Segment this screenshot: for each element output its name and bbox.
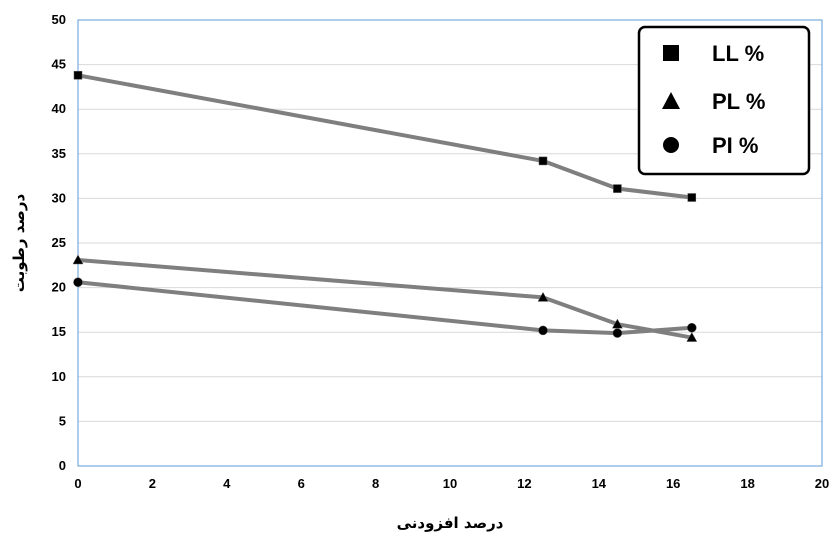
x-tick-label-4: 8 (372, 476, 379, 491)
legend-marker-square (663, 45, 679, 61)
x-tick-label-2: 4 (223, 476, 231, 491)
legend-label-2: PI % (712, 133, 758, 158)
data-point-s2-0 (73, 277, 83, 287)
y-tick-label-4: 20 (52, 280, 66, 295)
x-tick-label-3: 6 (298, 476, 305, 491)
series-line-0 (76, 73, 694, 200)
legend-marker-triangle (662, 92, 680, 109)
y-axis-title: درصد رطوبت (10, 194, 28, 293)
y-tick-label-3: 15 (52, 324, 66, 339)
x-tick-label-7: 14 (592, 476, 607, 491)
y-tick-label-7: 35 (52, 146, 66, 161)
data-point-s2-3 (687, 322, 697, 333)
data-point-s1-3 (686, 332, 698, 342)
x-tick-label-10: 20 (815, 476, 829, 491)
data-point-s1-1 (537, 291, 549, 302)
series-line-1 (76, 257, 694, 340)
x-tick-label-0: 0 (74, 476, 81, 491)
y-tick-label-2: 10 (52, 369, 66, 384)
legend-marker-circle (663, 137, 679, 153)
y-tick-label-9: 45 (52, 57, 66, 72)
data-point-s0-3 (687, 193, 697, 202)
y-tick-label-10: 50 (52, 12, 66, 27)
x-tick-label-1: 2 (149, 476, 156, 491)
x-tick-label-9: 18 (740, 476, 754, 491)
legend-label-1: PL % (712, 89, 765, 114)
legend-label-0: LL % (712, 41, 764, 66)
x-tick-label-5: 10 (443, 476, 457, 491)
data-point-s1-0 (72, 254, 84, 265)
data-point-s1-2 (611, 318, 623, 329)
y-tick-label-6: 30 (52, 190, 66, 205)
series-markers (72, 71, 698, 342)
x-tick-label-8: 16 (666, 476, 680, 491)
series-line-2 (76, 280, 694, 336)
data-point-s2-2 (612, 328, 623, 338)
data-point-s2-1 (538, 325, 548, 336)
x-axis-title: درصد افزودنی (397, 514, 504, 532)
legend: LL % PL % PI % (637, 25, 811, 176)
y-tick-label-0: 0 (59, 458, 66, 473)
data-point-s0-1 (538, 156, 548, 166)
plot-area-frame (77, 19, 823, 467)
legend-box (637, 25, 811, 176)
data-point-s0-2 (613, 184, 622, 193)
data-point-s0-0 (73, 71, 83, 80)
y-tick-label-5: 25 (52, 235, 66, 250)
y-tick-label-8: 40 (52, 101, 66, 116)
x-tick-labels: 0 2 4 6 8 10 12 14 16 18 20 (74, 476, 829, 491)
y-tick-label-1: 5 (59, 413, 66, 428)
x-tick-label-6: 12 (517, 476, 531, 491)
series-lines (76, 73, 694, 340)
y-tick-labels: 0 5 10 15 20 25 30 35 40 45 50 (52, 12, 66, 473)
